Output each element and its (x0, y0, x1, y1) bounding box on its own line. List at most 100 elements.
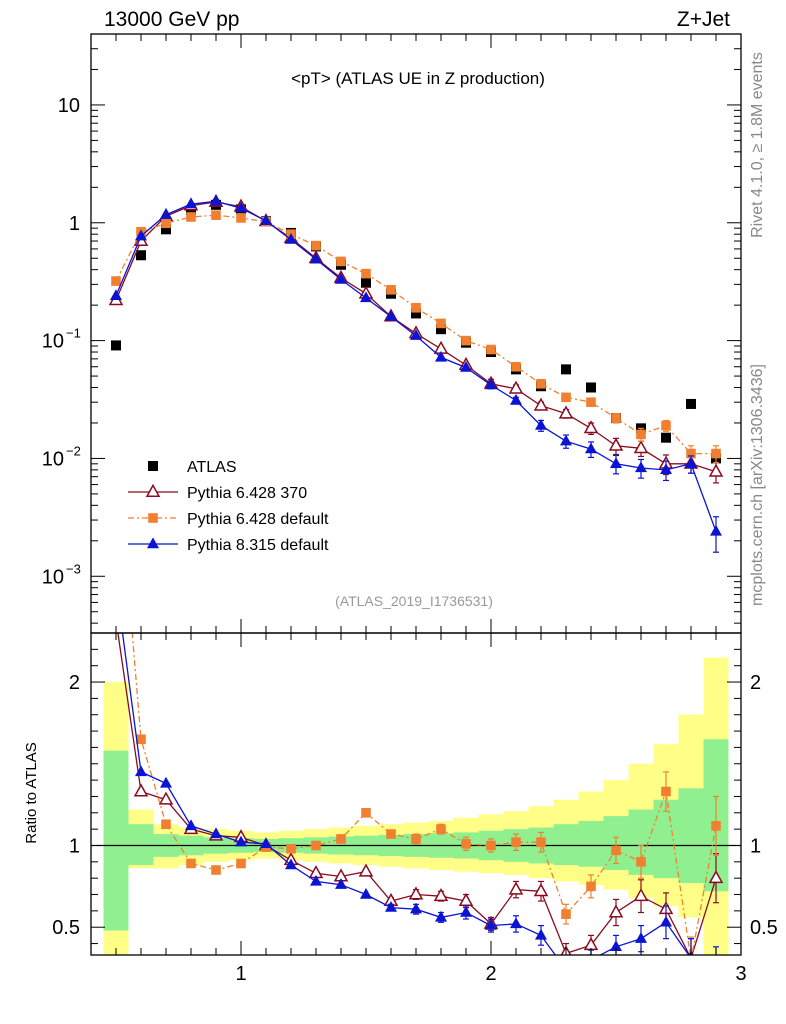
data-point-pythia-8-315-default (535, 928, 547, 940)
data-point-pythia-6-428-default (411, 834, 421, 844)
data-point-pythia-6-428-default (111, 276, 121, 286)
rivet-label: Rivet 4.1.0, ≥ 1.8M events (749, 52, 766, 238)
ratio-ylabel: Ratio to ATLAS (23, 742, 40, 843)
data-point-pythia-8-315-default (335, 272, 347, 284)
data-point-pythia-8-315-default (485, 918, 497, 930)
data-point-pythia-6-428-default (636, 857, 646, 867)
data-point-pythia-6-428-370 (633, 888, 649, 902)
data-point-pythia-8-315-default (260, 837, 272, 849)
data-point-pythia-6-428-370 (408, 886, 424, 900)
data-point-pythia-8-315-default (235, 835, 247, 847)
data-point-pythia-6-428-370 (508, 380, 524, 394)
data-point-pythia-6-428-default (461, 839, 471, 849)
ratio-band-green (653, 799, 679, 879)
data-point-pythia-8-315-default (510, 393, 522, 405)
data-point-pythia-6-428-default (361, 807, 371, 818)
data-point-atlas (136, 250, 146, 261)
data-point-pythia-8-315-default (135, 229, 147, 241)
data-point-pythia-6-428-370 (608, 904, 624, 918)
data-point-pythia-6-428-370 (708, 463, 724, 477)
data-point-pythia-6-428-370 (533, 883, 549, 897)
legend-marker-pythia-6-428-370 (145, 483, 161, 497)
y-tick-label: 10 (42, 331, 64, 353)
data-point-atlas (161, 224, 171, 235)
y-tick-exponent: −3 (66, 561, 81, 576)
data-point-atlas (361, 277, 371, 288)
data-point-pythia-8-315-default (710, 963, 722, 974)
data-point-pythia-8-315-default (560, 434, 572, 446)
data-point-atlas (561, 364, 571, 375)
ratio-y-tick-label-right: 2 (750, 672, 761, 694)
data-point-pythia-6-428-default (111, 432, 121, 442)
data-point-pythia-8-315-default (485, 378, 497, 390)
legend-label-pythia-6-428-370: Pythia 6.428 370 (187, 485, 307, 502)
y-tick-exponent: −2 (66, 443, 81, 458)
data-point-pythia-6-428-370 (558, 405, 574, 419)
data-point-pythia-6-428-370 (433, 888, 449, 902)
data-point-pythia-6-428-default (511, 361, 521, 372)
data-point-pythia-6-428-default (336, 834, 346, 844)
data-point-pythia-8-315-default (110, 289, 122, 301)
data-point-pythia-6-428-default (686, 448, 696, 459)
data-point-pythia-6-428-default (211, 865, 221, 875)
data-point-pythia-8-315-default (335, 878, 347, 889)
data-point-pythia-6-428-default (586, 397, 596, 408)
data-point-atlas (411, 308, 421, 319)
data-point-pythia-8-315-default (560, 963, 572, 974)
ratio-y-tick-label: 2 (69, 672, 80, 694)
data-point-pythia-6-428-default (186, 212, 196, 222)
data-point-pythia-6-428-370 (508, 881, 524, 895)
data-point-pythia-6-428-default (361, 268, 371, 279)
legend-label-atlas: ATLAS (187, 459, 237, 476)
ratio-y-tick-label-right: 0.5 (750, 917, 778, 939)
data-point-pythia-6-428-370 (110, 613, 122, 624)
data-point-pythia-6-428-default (211, 210, 221, 220)
data-point-atlas (686, 398, 696, 409)
legend: ATLAS Pythia 6.428 370 Pythia 6.428 defaul… (128, 459, 329, 554)
main-series-layer (108, 193, 724, 553)
data-point-pythia-6-428-default (161, 819, 171, 830)
data-point-pythia-6-428-default (436, 318, 446, 329)
data-point-pythia-6-428-default (536, 837, 546, 848)
data-point-pythia-8-315-default (135, 765, 147, 777)
data-point-pythia-8-315-default (460, 905, 472, 917)
data-point-pythia-8-315-default (310, 874, 322, 886)
x-tick-label: 1 (235, 963, 246, 985)
data-point-pythia-6-428-370 (158, 791, 174, 805)
data-point-pythia-8-315-default (460, 361, 472, 372)
data-point-pythia-8-315-default (360, 887, 372, 899)
data-point-pythia-8-315-default (535, 418, 547, 430)
chart-title: <pT> (ATLAS UE in Z production) (291, 69, 545, 88)
data-point-pythia-6-428-default (611, 413, 621, 423)
legend-marker-pythia-6-428-default (148, 513, 158, 523)
ratio-band-green (678, 788, 704, 884)
data-point-pythia-6-428-default (486, 344, 496, 355)
data-point-pythia-8-315-default (185, 197, 197, 209)
data-point-pythia-8-315-default (610, 457, 622, 469)
data-point-pythia-8-315-default (410, 902, 422, 914)
data-point-pythia-8-315-default (435, 350, 447, 362)
header-left: 13000 GeV pp (104, 8, 239, 31)
data-point-pythia-6-428-default (636, 429, 646, 440)
data-point-pythia-6-428-default (436, 824, 446, 834)
legend-marker-pythia-8-315-default (147, 537, 159, 549)
data-point-pythia-8-315-default (635, 932, 647, 943)
data-point-pythia-8-315-default (385, 309, 397, 321)
header-right: Z+Jet (677, 8, 730, 31)
data-point-pythia-6-428-370 (633, 440, 649, 454)
y-tick-label: 1 (69, 213, 80, 235)
data-point-pythia-6-428-default (286, 843, 296, 854)
data-point-pythia-6-428-370 (608, 437, 624, 451)
data-point-pythia-8-315-default (410, 329, 422, 340)
data-point-pythia-6-428-default (186, 858, 196, 869)
data-point-pythia-8-315-default (435, 910, 447, 922)
data-point-atlas (436, 324, 446, 335)
data-point-pythia-8-315-default (235, 201, 247, 213)
data-point-pythia-8-315-default (660, 915, 672, 927)
data-point-atlas (661, 432, 671, 443)
data-point-pythia-8-315-default (210, 194, 222, 206)
data-point-pythia-8-315-default (685, 457, 697, 469)
data-point-pythia-6-428-default (511, 837, 521, 848)
